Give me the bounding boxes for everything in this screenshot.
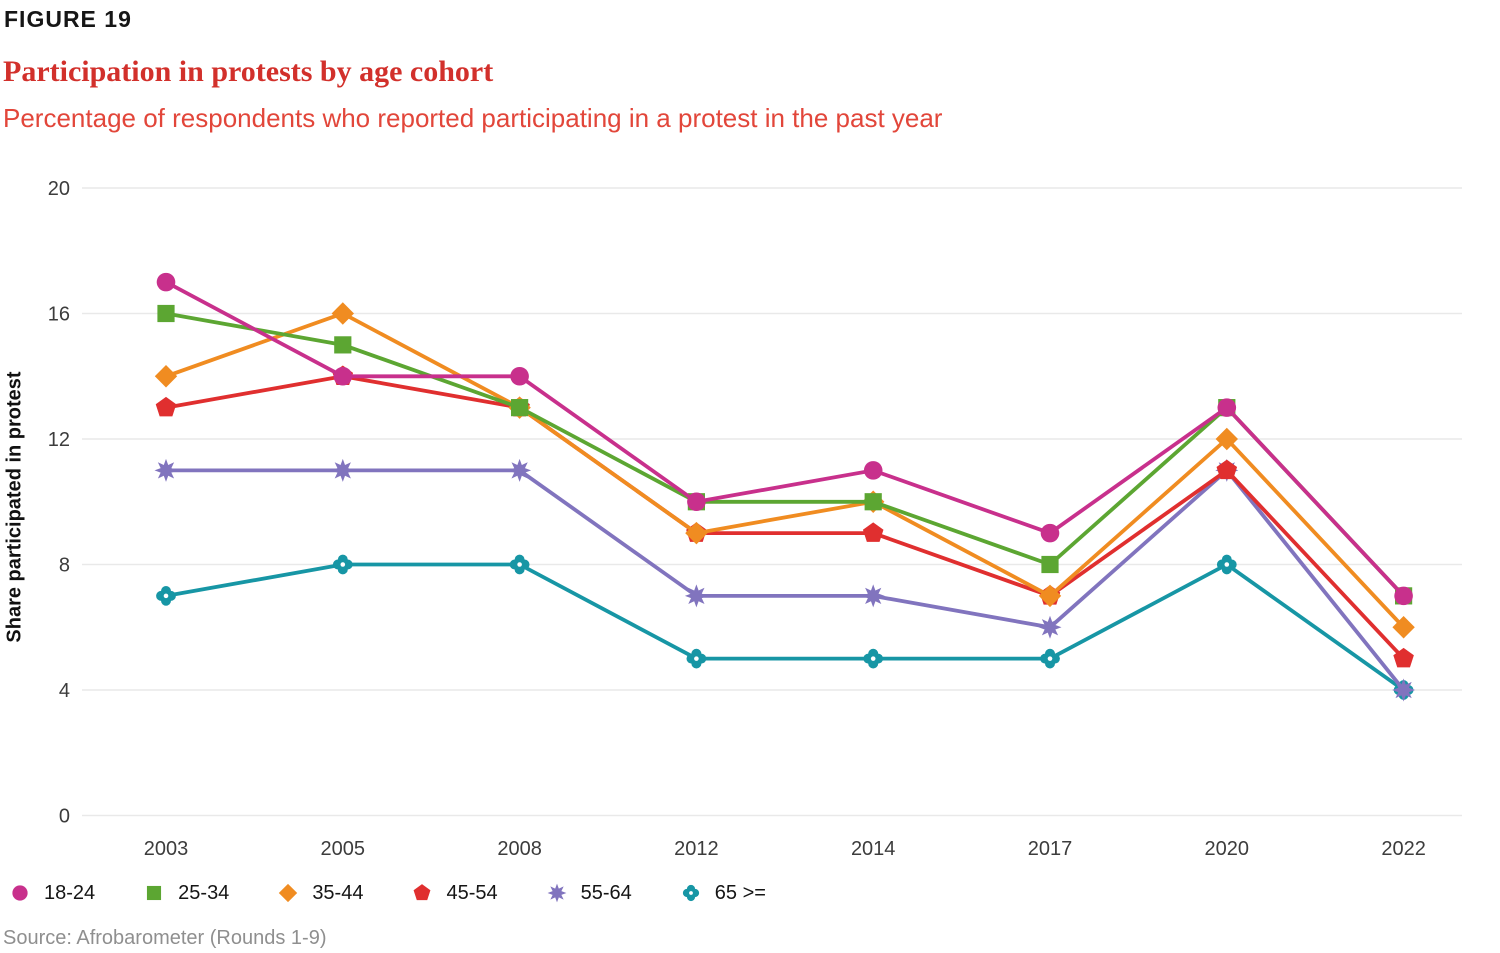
diamond-marker-icon [279, 883, 298, 903]
diamond-marker-icon [331, 302, 354, 325]
x-tick-label: 2014 [851, 838, 896, 860]
pentagon-marker-icon [414, 884, 431, 901]
series-line-45-54 [165, 374, 1405, 660]
series-line-25-34 [165, 311, 1405, 598]
square-marker-icon [147, 885, 162, 901]
star-marker-icon [508, 458, 532, 482]
pentagon-marker-icon [155, 396, 177, 417]
star-marker-icon [154, 458, 178, 482]
clover-marker-icon [682, 884, 699, 902]
pentagon-marker-icon [1216, 459, 1238, 480]
x-tick-label: 2012 [674, 838, 719, 860]
diamond-marker-icon [154, 365, 178, 388]
star-marker-icon [1038, 615, 1062, 639]
y-tick-label: 16 [48, 304, 70, 326]
star-marker-icon [547, 883, 567, 903]
legend-label: 35-44 [312, 881, 364, 904]
circle-marker-icon [687, 492, 706, 512]
legend-item-18-24: 18-24 [8, 881, 95, 905]
clover-marker-icon [1216, 554, 1237, 575]
y-tick-label: 20 [48, 178, 70, 200]
y-tick-label: 8 [59, 555, 70, 577]
clover-marker-icon [156, 585, 176, 606]
legend-item-45-54: 45-54 [410, 881, 498, 905]
source-note: Source: Afrobarometer (Rounds 1-9) [3, 927, 327, 949]
y-tick-label: 4 [59, 680, 70, 702]
clover-marker-icon [686, 648, 707, 669]
figure-label: FIGURE 19 [4, 6, 132, 32]
series-line-35-44 [165, 311, 1405, 629]
clover-marker-icon [332, 554, 353, 575]
star-marker-icon [1392, 678, 1416, 702]
x-tick-label: 2005 [321, 838, 366, 860]
star-marker-icon [331, 458, 355, 482]
circle-marker-icon [863, 461, 883, 480]
diamond-marker-icon [1392, 616, 1415, 639]
x-tick-label: 2017 [1028, 838, 1073, 860]
clover-marker-icon [863, 648, 884, 669]
circle-marker-icon [12, 885, 28, 901]
circle-marker-icon [156, 272, 176, 292]
legend-item-25-34: 25-34 [142, 881, 229, 905]
square-marker-icon [147, 885, 162, 901]
legend-item-55-64: 55-64 [545, 881, 632, 905]
pentagon-marker-icon [414, 884, 431, 901]
legend-label: 18-24 [44, 881, 96, 904]
clover-marker-icon [1040, 648, 1060, 669]
x-tick-label: 2022 [1381, 838, 1426, 860]
series-line-55-64 [166, 467, 1406, 692]
chart-subtitle: Percentage of respondents who reported p… [3, 103, 943, 133]
series-line-18-24 [165, 280, 1405, 598]
pentagon-marker-icon [862, 522, 884, 542]
square-marker-icon [511, 399, 529, 417]
diamond-marker-icon [1215, 427, 1238, 451]
square-marker-icon [334, 336, 352, 354]
square-marker-icon [157, 304, 175, 323]
diamond-marker-icon [279, 883, 298, 903]
circle-marker-icon [1040, 523, 1060, 543]
diamond-marker-icon [685, 521, 708, 545]
x-tick-label: 2008 [497, 838, 542, 860]
legend-label: 65 >= [714, 881, 766, 904]
legend-label: 45-54 [446, 881, 498, 904]
circle-marker-icon [1217, 398, 1237, 417]
square-marker-icon [1041, 555, 1059, 574]
y-tick-label: 12 [48, 429, 70, 451]
circle-marker-icon [1394, 586, 1413, 606]
star-marker-icon [684, 584, 708, 608]
x-tick-label: 2003 [144, 838, 189, 860]
circle-marker-icon [12, 885, 28, 901]
x-tick-label: 2020 [1205, 838, 1250, 860]
pentagon-marker-icon [1393, 647, 1414, 668]
star-marker-icon [861, 584, 885, 608]
legend-label: 25-34 [178, 881, 230, 904]
circle-marker-icon [333, 366, 353, 386]
chart-title: Participation in protests by age cohort [3, 55, 494, 88]
star-marker-icon [547, 883, 567, 903]
legend-item-65 >=: 65 >= [679, 881, 766, 905]
series-line-65 >= [165, 562, 1405, 692]
circle-marker-icon [510, 366, 529, 386]
y-tick-label: 0 [59, 806, 70, 828]
chart-legend: 18-24 25-34 35-44 45-54 55-64 65 >= [8, 881, 766, 905]
legend-item-35-44: 35-44 [276, 881, 363, 905]
legend-label: 55-64 [580, 881, 632, 904]
diamond-marker-icon [1038, 584, 1062, 608]
square-marker-icon [864, 493, 882, 511]
clover-marker-icon [682, 884, 699, 902]
clover-marker-icon [509, 554, 530, 575]
